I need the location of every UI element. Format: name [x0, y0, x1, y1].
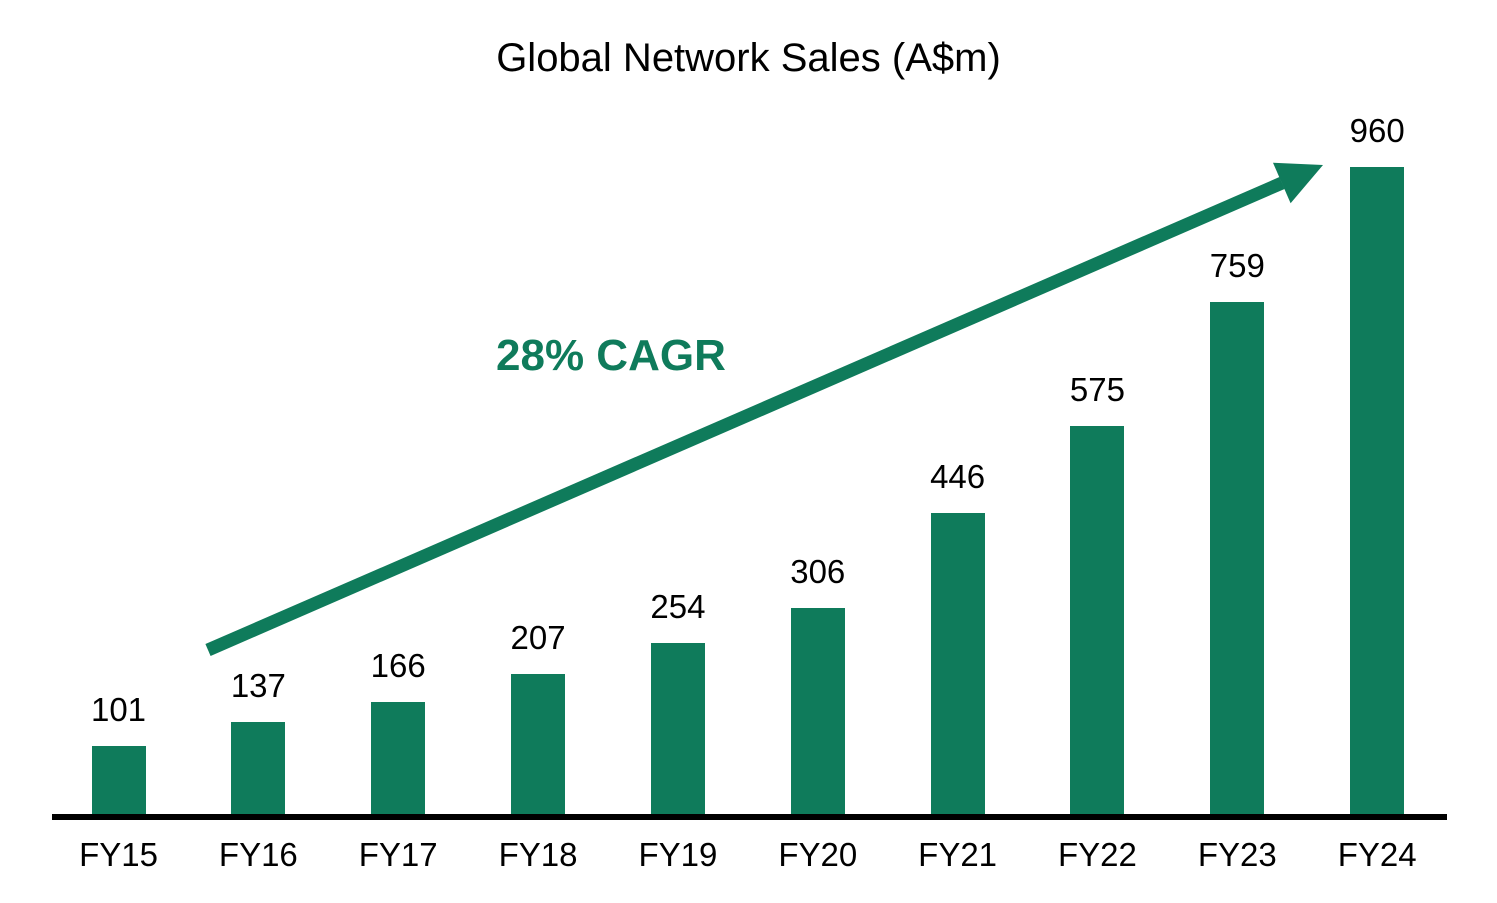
bar: [511, 674, 566, 814]
x-axis-tick-label: FY17: [358, 836, 438, 873]
bar: [1350, 167, 1405, 814]
bar-value-label: 960: [1349, 112, 1405, 149]
bar: [650, 643, 705, 814]
bar-value-label: 254: [650, 588, 706, 625]
x-axis-tick-label: FY21: [918, 836, 998, 873]
chart-title: Global Network Sales (A$m): [496, 36, 1001, 80]
x-axis-tick-label: FY22: [1058, 836, 1137, 873]
bar-value-label: 137: [230, 667, 286, 704]
x-axis-tick-label: FY23: [1197, 836, 1277, 873]
x-axis-tick-label: FY15: [79, 836, 158, 873]
cagr-annotation-label: 28% CAGR: [496, 331, 726, 380]
bar-value-label: 306: [790, 553, 846, 590]
bar: [371, 702, 426, 814]
bar: [91, 746, 146, 814]
bar-value-label: 166: [370, 647, 426, 684]
bar: [1210, 302, 1265, 814]
bar: [231, 722, 286, 814]
bar-value-label: 446: [930, 458, 986, 495]
x-axis-tick-label: FY18: [498, 836, 578, 873]
x-axis-tick-label: FY24: [1337, 836, 1417, 873]
bar-value-label: 575: [1069, 371, 1125, 408]
bar: [790, 608, 845, 814]
bar-value-label: 101: [90, 691, 147, 728]
bar-value-label: 207: [510, 619, 566, 656]
x-axis-tick-label: FY19: [638, 836, 718, 873]
bar: [1070, 426, 1125, 814]
bar-value-label: 759: [1209, 247, 1265, 284]
x-axis-tick-label: FY16: [218, 836, 298, 873]
x-axis-tick-label: FY20: [778, 836, 858, 873]
x-axis-line: [52, 814, 1447, 820]
bar: [930, 513, 985, 814]
